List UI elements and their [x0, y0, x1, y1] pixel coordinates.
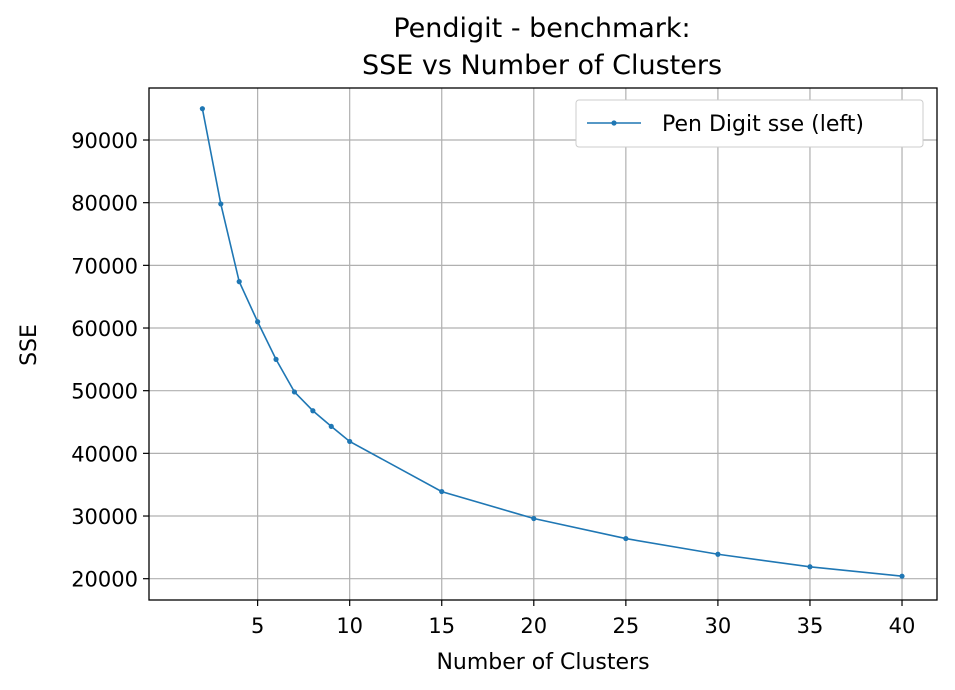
data-point	[255, 319, 261, 325]
axes	[148, 87, 938, 601]
legend-point-marker	[611, 120, 617, 126]
data-point	[347, 438, 353, 445]
y-axis-label: SSE	[17, 324, 42, 366]
x-tick-label: 35	[797, 614, 824, 638]
y-tick-label: 90000	[71, 129, 138, 153]
y-axis-ticks: 20000 30000 40000 50000 60000 70000 80000 90000	[71, 129, 149, 592]
chart-title-line-1: Pendigit - benchmark:	[393, 13, 690, 44]
legend-box	[575, 99, 924, 148]
x-tick-label: 30	[705, 614, 732, 638]
y-tick-label: 20000	[71, 568, 138, 592]
data-point	[899, 573, 905, 579]
data-point	[273, 356, 279, 362]
data-point	[531, 515, 537, 522]
data-point	[199, 106, 205, 112]
data-point	[218, 201, 224, 207]
series-layer	[199, 106, 905, 579]
legend-series-label: Pen Digit sse (left)	[662, 112, 864, 137]
data-point	[439, 488, 445, 495]
series-line	[201, 108, 903, 577]
y-tick-label: 30000	[71, 505, 138, 529]
data-point	[310, 408, 316, 414]
x-tick-label: 5	[251, 614, 264, 638]
x-tick-label: 15	[428, 614, 455, 638]
chart-title-line-2: SSE vs Number of Clusters	[362, 50, 722, 81]
legend: Pen Digit sse (left)	[575, 99, 924, 148]
y-tick-label: 60000	[71, 317, 138, 341]
data-point	[807, 564, 813, 570]
y-tick-label: 50000	[71, 380, 138, 404]
x-tick-label: 25	[612, 614, 639, 638]
x-tick-label: 40	[889, 614, 916, 638]
data-point	[236, 279, 242, 285]
y-tick-label: 70000	[71, 254, 138, 278]
data-point	[291, 389, 298, 395]
x-axis-label: Number of Clusters	[436, 650, 649, 675]
grid-lines	[149, 88, 937, 600]
plot-frame	[148, 87, 938, 601]
data-point	[623, 535, 629, 542]
x-axis-ticks: 5 10 15 20 25 30 35 40	[251, 600, 915, 638]
x-tick-label: 20	[520, 614, 547, 638]
data-point	[328, 423, 334, 430]
chart-title: Pendigit - benchmark: SSE vs Number of C…	[362, 13, 722, 81]
data-point	[715, 551, 721, 557]
y-tick-label: 40000	[71, 442, 138, 466]
y-tick-label: 80000	[71, 192, 138, 216]
x-tick-label: 10	[336, 614, 363, 638]
